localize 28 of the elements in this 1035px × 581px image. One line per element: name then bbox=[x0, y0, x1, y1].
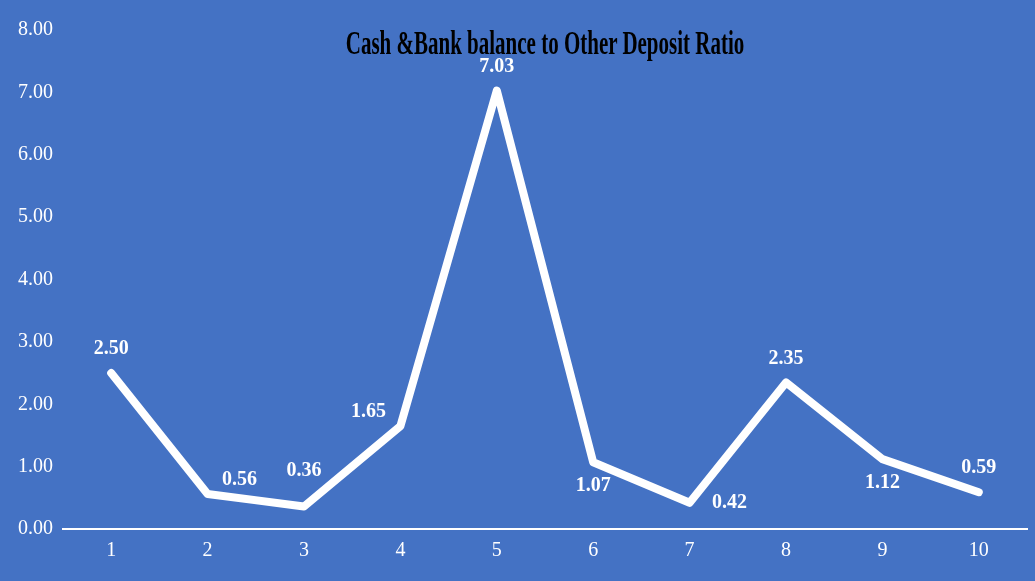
text: 1.07 bbox=[575, 473, 611, 496]
y-tick-label: 7.00 bbox=[18, 79, 53, 102]
y-tick-label: 2.00 bbox=[18, 391, 53, 414]
x-tick-label: 1 bbox=[106, 538, 117, 561]
text: 1.65 bbox=[350, 399, 386, 422]
y-tick-label: 4.00 bbox=[18, 266, 53, 289]
x-tick-label: 2 bbox=[202, 538, 213, 561]
y-tick-label: 5.00 bbox=[18, 204, 53, 227]
y-tick-label: 1.00 bbox=[18, 453, 53, 476]
x-tick-label: 9 bbox=[877, 538, 888, 561]
y-tick-label: 6.00 bbox=[18, 142, 53, 164]
text: 0.56 bbox=[222, 467, 258, 490]
x-tick-label: 5 bbox=[491, 538, 502, 561]
text: 0.59 bbox=[961, 455, 997, 478]
x-tick-label: 4 bbox=[395, 538, 406, 561]
text: 0.36 bbox=[286, 457, 322, 480]
y-tick-label: 3.00 bbox=[18, 329, 53, 352]
text: 0.42 bbox=[712, 489, 748, 512]
x-tick-label: 10 bbox=[968, 538, 989, 561]
text: 1.12 bbox=[864, 470, 900, 493]
text: 2.50 bbox=[93, 336, 129, 359]
x-tick-label: 6 bbox=[588, 538, 599, 561]
text: 2.35 bbox=[768, 345, 804, 368]
x-tick-label: 8 bbox=[781, 538, 791, 561]
x-tick-label: 7 bbox=[684, 538, 695, 561]
y-tick-label: 0.00 bbox=[18, 516, 53, 539]
x-tick-label: 3 bbox=[299, 538, 309, 561]
y-tick-label: 8.00 bbox=[18, 17, 53, 40]
